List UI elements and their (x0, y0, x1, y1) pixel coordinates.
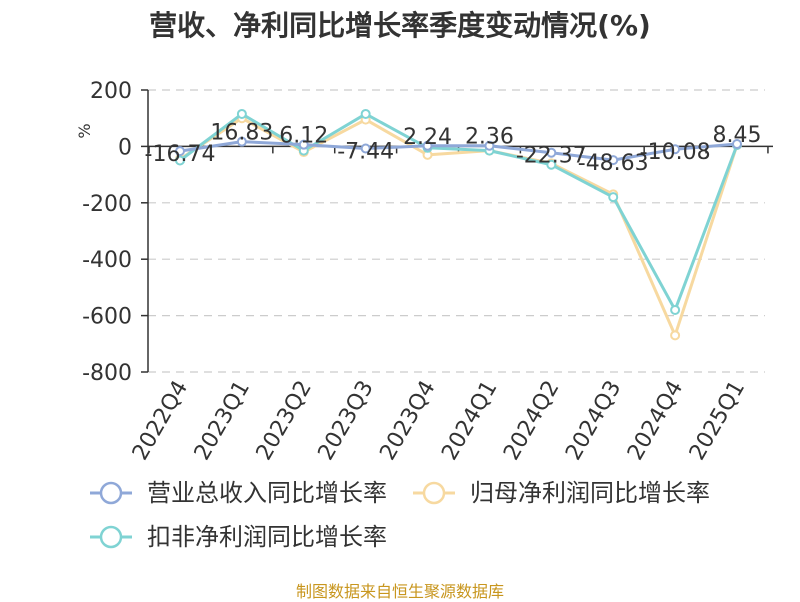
legend-marker (99, 481, 123, 505)
series-lines (175, 108, 742, 341)
legend-label: 归母净利润同比增长率 (470, 479, 710, 507)
data-label: -7.44 (337, 139, 394, 164)
data-point (360, 108, 371, 119)
data-point (546, 159, 557, 170)
legend-label: 扣非净利润同比增长率 (147, 523, 387, 551)
data-label: -16.74 (145, 142, 216, 167)
x-tick-label: 2023Q2 (252, 377, 317, 465)
data-label: -48.63 (578, 151, 649, 176)
x-tick-label: 2024Q3 (561, 377, 626, 465)
y-tick-label: -200 (82, 192, 132, 217)
data-point (546, 147, 557, 158)
y-axis-label: % (75, 123, 94, 138)
source-note: 制图数据来自恒生聚源数据库 (295, 582, 504, 601)
data-point (298, 139, 309, 150)
grid-lines (148, 89, 765, 373)
x-tick-label: 2022Q4 (128, 377, 193, 465)
data-label: 2.24 (403, 125, 452, 150)
x-tick-label: 2024Q1 (437, 377, 502, 465)
data-point (360, 143, 371, 154)
x-tick-label: 2023Q4 (375, 377, 440, 465)
data-point (422, 140, 433, 151)
data-label: -10.08 (640, 140, 711, 165)
y-tick-label: 200 (90, 79, 132, 104)
data-point (608, 192, 619, 203)
data-point (670, 330, 681, 341)
data-label: -22.37 (516, 144, 587, 169)
data-point (175, 155, 185, 166)
y-tick-label: -800 (82, 361, 132, 386)
chart-title: 营收、净利同比增长率季度变动情况(%) (149, 9, 651, 42)
y-tick-label: 0 (118, 135, 132, 160)
series-line (179, 112, 739, 312)
y-tick-label: -600 (82, 305, 132, 330)
data-point (236, 108, 247, 119)
data-point (236, 136, 247, 147)
data-point (175, 146, 185, 157)
data-label: 16.83 (210, 121, 273, 146)
data-point (608, 155, 619, 166)
legend-label: 营业总收入同比增长率 (147, 479, 387, 507)
data-point (670, 304, 681, 315)
legend-marker (99, 525, 123, 549)
data-label: 2.36 (465, 125, 514, 150)
data-label: 8.45 (713, 123, 762, 148)
series-line (179, 116, 739, 337)
y-tick-label: -400 (82, 248, 132, 273)
x-tick-label: 2023Q1 (190, 377, 255, 465)
x-tick-label: 2024Q2 (499, 377, 564, 465)
x-tick-label: 2024Q4 (623, 377, 688, 465)
legend-marker (422, 481, 446, 505)
data-point (484, 140, 495, 151)
x-tick-label: 2023Q3 (314, 377, 379, 465)
data-point (732, 139, 742, 150)
data-label: 6.12 (279, 124, 328, 149)
series-line (179, 140, 738, 162)
data-point (670, 144, 681, 155)
x-tick-label: 2025Q1 (685, 377, 750, 465)
